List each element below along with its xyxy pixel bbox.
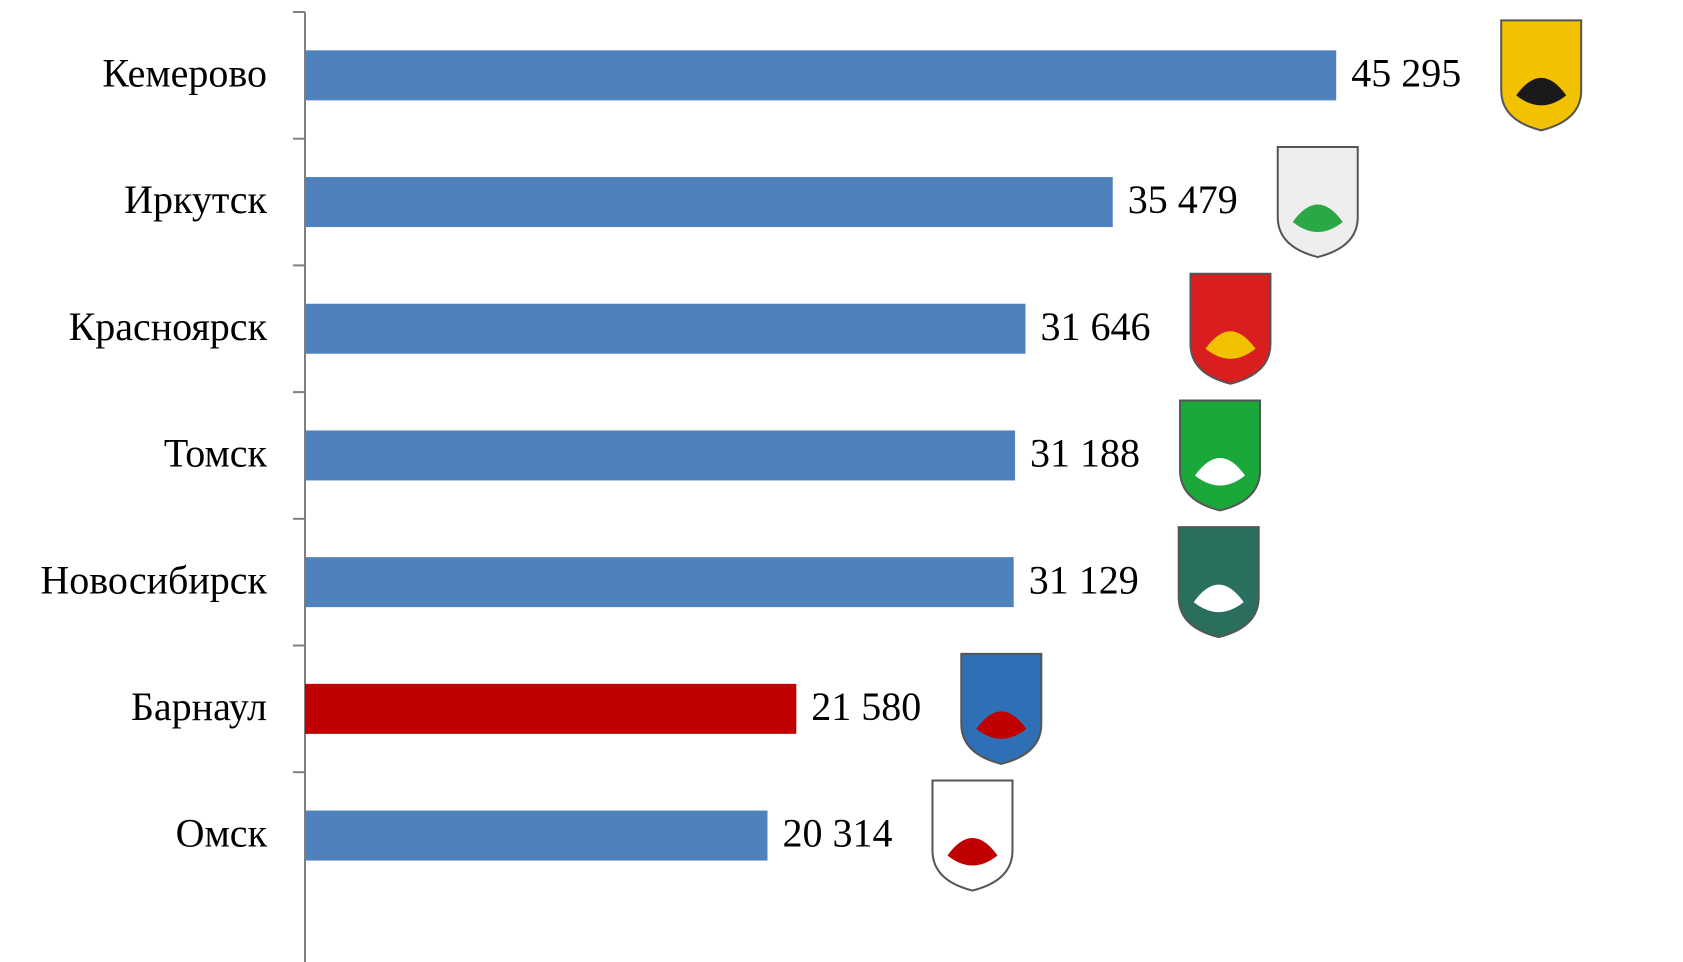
y-tick-label: Новосибирск [40,557,267,602]
value-label: 31 188 [1030,431,1140,476]
y-tick-label: Томск [164,431,268,476]
coat-of-arms [960,652,1043,765]
shield-charge [947,838,998,866]
shield [1179,399,1262,512]
y-tick-label: Барнаул [131,684,267,729]
shield [1500,19,1583,132]
bar [305,810,768,861]
shield [960,652,1043,765]
shield [1189,272,1272,385]
shield [931,779,1014,892]
shield-charge [976,711,1027,739]
shield-charge [1193,584,1244,613]
value-label: 21 580 [811,684,921,729]
bar [305,177,1113,228]
shield-charge [1205,331,1256,359]
bar [305,557,1014,608]
y-tick-label: Омск [176,811,268,856]
shield-charge [1292,204,1343,233]
y-tick-label: Иркутск [124,177,267,222]
value-label: 45 295 [1351,51,1461,96]
value-label: 35 479 [1128,177,1238,222]
y-tick-label: Красноярск [69,304,268,349]
bar [305,303,1026,354]
shield [1276,146,1359,259]
coat-of-arms [1179,399,1262,512]
shield-charge [1516,77,1567,106]
bar [305,50,1337,101]
coat-of-arms [1500,19,1583,132]
shield-charge [1195,457,1246,486]
coat-of-arms [1276,146,1359,259]
shield [1177,526,1260,639]
value-label: 31 646 [1040,304,1150,349]
coat-of-arms [1177,526,1260,639]
bar [305,430,1016,481]
value-label: 20 314 [782,811,892,856]
value-label: 31 129 [1029,557,1139,602]
coat-of-arms [931,779,1014,892]
y-tick-label: Кемерово [102,51,267,96]
coat-of-arms [1189,272,1272,385]
bar [305,683,797,734]
